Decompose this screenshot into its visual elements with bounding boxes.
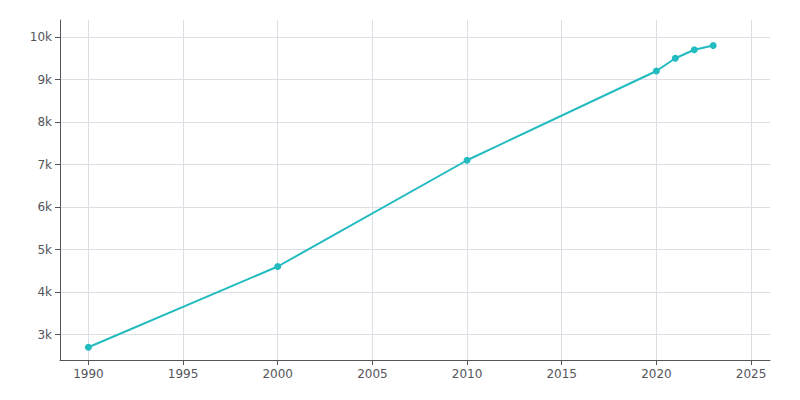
svg-text:2020: 2020 [641,367,672,381]
svg-text:5k: 5k [37,243,52,257]
svg-text:9k: 9k [37,73,52,87]
svg-text:4k: 4k [37,285,52,299]
svg-text:2015: 2015 [546,367,577,381]
svg-text:7k: 7k [37,158,52,172]
svg-text:2000: 2000 [262,367,293,381]
svg-text:6k: 6k [37,200,52,214]
svg-text:1990: 1990 [73,367,104,381]
svg-text:2010: 2010 [452,367,483,381]
svg-text:2025: 2025 [736,367,767,381]
svg-text:1995: 1995 [168,367,199,381]
svg-text:3k: 3k [37,328,52,342]
svg-text:8k: 8k [37,115,52,129]
svg-text:2005: 2005 [357,367,388,381]
svg-text:10k: 10k [30,30,52,44]
